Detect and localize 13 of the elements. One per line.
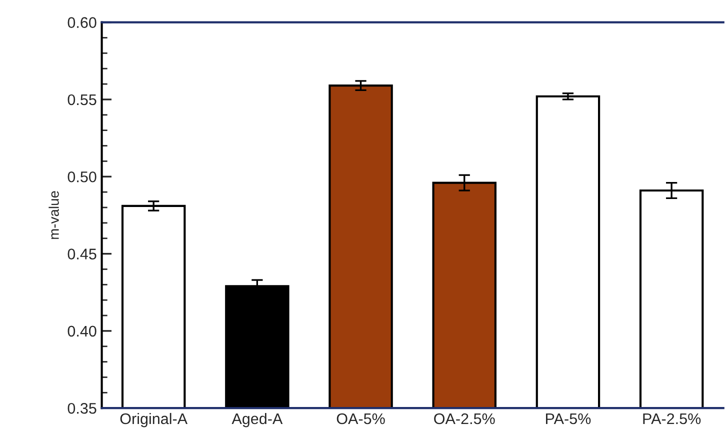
y-tick-label: 0.45 bbox=[68, 248, 96, 260]
y-tick-label: 0.55 bbox=[68, 94, 96, 106]
x-tick-label: Original-A bbox=[120, 412, 188, 428]
y-axis-title: m-value bbox=[48, 191, 59, 239]
x-tick-label: PA-2.5% bbox=[643, 413, 701, 424]
y-tick-label: 0.35 bbox=[68, 402, 96, 414]
y-tick-label: 0.40 bbox=[68, 326, 96, 337]
x-tick-label: Aged-A bbox=[232, 412, 283, 428]
y-tick-label: 0.50 bbox=[68, 171, 96, 182]
y-tick-label: 0.60 bbox=[68, 17, 96, 28]
x-tick-label: OA-5% bbox=[336, 413, 385, 424]
x-tick-label: PA-5% bbox=[546, 413, 591, 424]
x-tick-label: OA-2.5% bbox=[434, 413, 495, 424]
